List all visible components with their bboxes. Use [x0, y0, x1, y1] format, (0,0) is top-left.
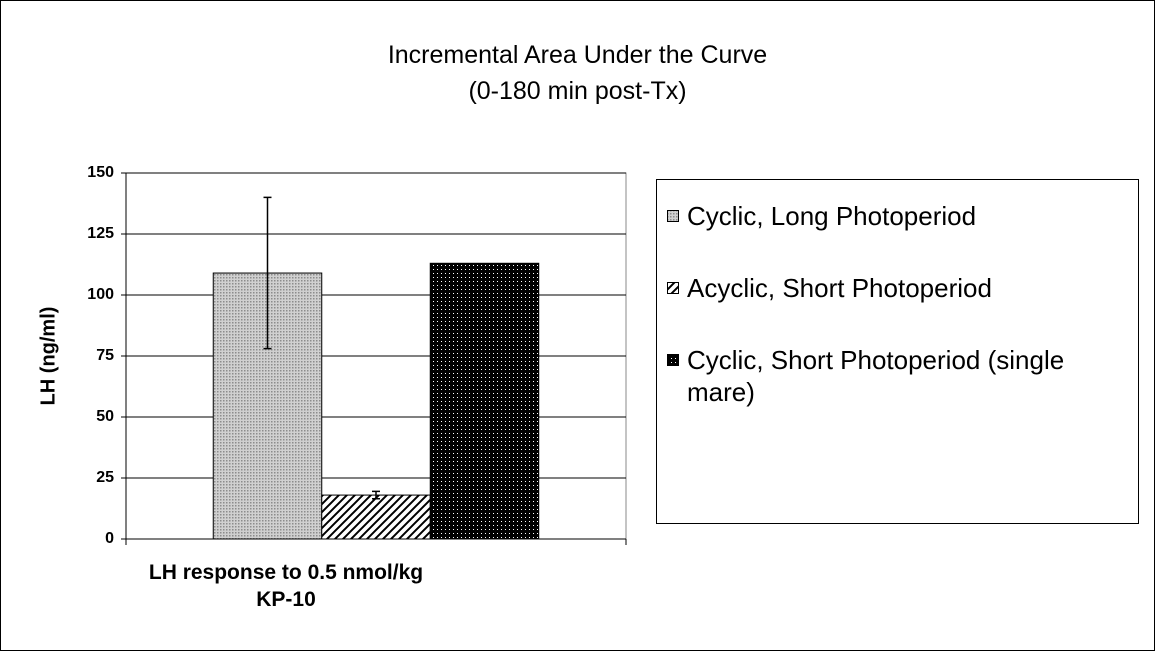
legend-entry: Cyclic, Short Photoperiod (single mare)	[667, 344, 1128, 408]
y-tick-label: 50	[96, 408, 114, 425]
chart-title: Incremental Area Under the Curve	[387, 41, 768, 69]
legend-label: Cyclic, Short Photoperiod (single mare)	[687, 345, 1065, 407]
y-tick-label: 125	[87, 225, 114, 242]
chart-subtitle: (0-180 min post-Tx)	[468, 77, 687, 105]
y-tick-label: 75	[96, 347, 114, 364]
legend-label: Cyclic, Long Photoperiod	[687, 201, 977, 231]
y-tick-label: 25	[96, 469, 114, 486]
y-axis-label: LH (ng/ml)	[37, 307, 59, 406]
y-tick-label: 0	[105, 530, 114, 547]
x-tick-label: LH response to 0.5 nmol/kg KP-10	[148, 561, 424, 611]
legend-entry: Acyclic, Short Photoperiod	[667, 272, 1128, 304]
legend-swatch	[667, 354, 679, 366]
legend-entry: Cyclic, Long Photoperiod	[667, 200, 1128, 232]
error-bar	[372, 490, 380, 500]
legend-label: Acyclic, Short Photoperiod	[687, 273, 992, 303]
error-bar	[263, 196, 272, 350]
legend: Cyclic, Long Photoperiod Acyclic, Short P…	[656, 179, 1139, 524]
legend-swatch	[667, 210, 679, 222]
y-tick-label: 150	[87, 164, 114, 181]
y-tick-label: 100	[87, 286, 114, 303]
bar	[321, 494, 431, 540]
bar	[429, 262, 540, 540]
legend-swatch	[667, 282, 679, 294]
